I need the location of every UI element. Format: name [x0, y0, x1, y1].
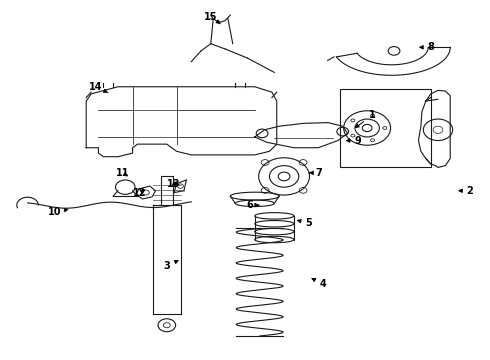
Text: 9: 9: [346, 136, 361, 145]
Text: 11: 11: [116, 168, 129, 178]
Text: 6: 6: [246, 200, 259, 210]
Text: 13: 13: [168, 179, 181, 189]
Text: 7: 7: [309, 168, 321, 178]
Text: 1: 1: [356, 111, 375, 127]
Bar: [340, 89, 431, 167]
Text: 14: 14: [89, 82, 108, 93]
Text: 8: 8: [420, 42, 434, 52]
Text: 5: 5: [297, 218, 312, 228]
Text: 12: 12: [133, 188, 147, 198]
Text: 4: 4: [312, 279, 326, 289]
Text: 2: 2: [459, 186, 473, 196]
Text: 10: 10: [48, 207, 68, 217]
Text: 15: 15: [204, 12, 221, 24]
Text: 3: 3: [164, 261, 178, 271]
